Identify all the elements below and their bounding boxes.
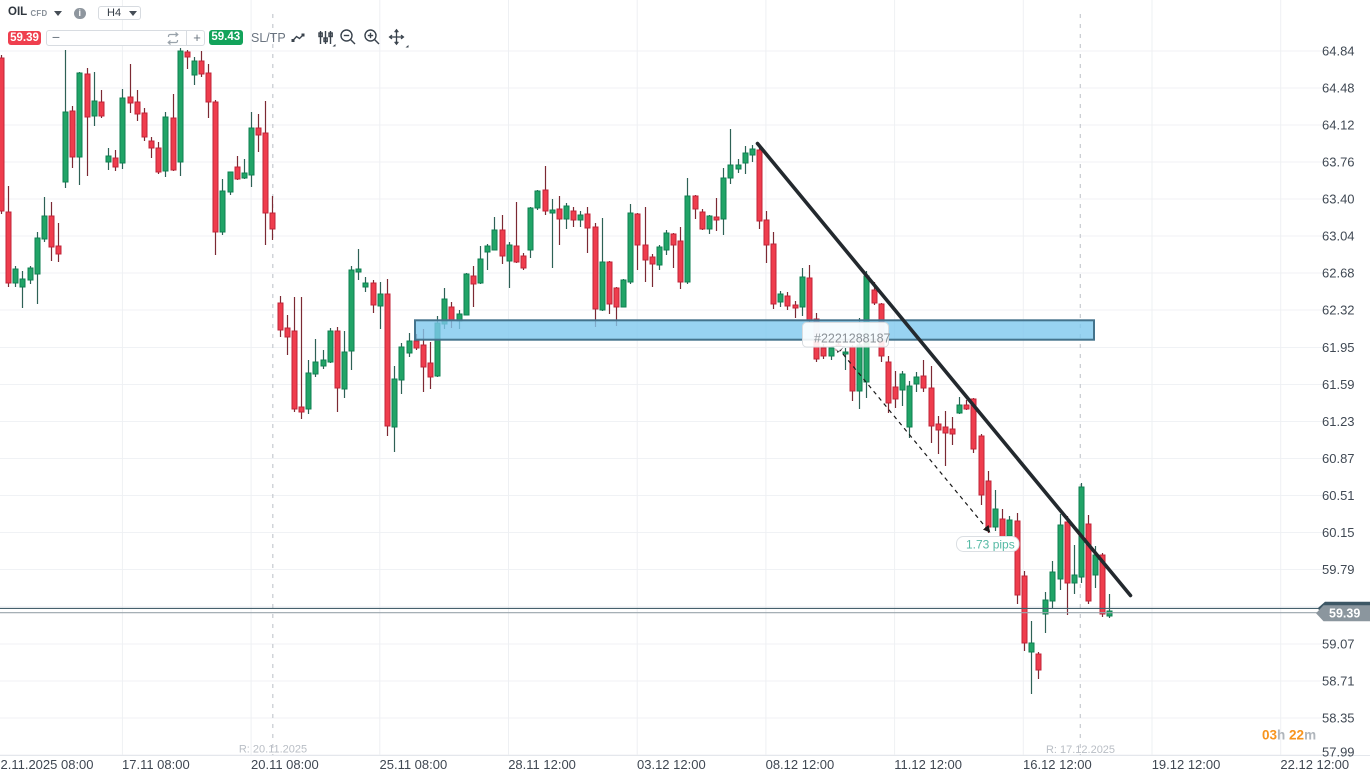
svg-text:60.87: 60.87: [1322, 451, 1355, 466]
svg-text:17.11 08:00: 17.11 08:00: [122, 757, 190, 772]
svg-text:28.11 12:00: 28.11 12:00: [508, 757, 576, 772]
svg-text:63.40: 63.40: [1322, 192, 1355, 207]
svg-text:64.12: 64.12: [1322, 118, 1355, 133]
svg-text:62.32: 62.32: [1322, 303, 1355, 318]
svg-text:57.99: 57.99: [1322, 745, 1355, 760]
svg-text:61.23: 61.23: [1322, 414, 1355, 429]
svg-text:59.07: 59.07: [1322, 637, 1355, 652]
svg-text:19.12 12:00: 19.12 12:00: [1152, 757, 1221, 772]
svg-text:58.35: 58.35: [1322, 711, 1355, 726]
svg-text:22.12 12:00: 22.12 12:00: [1280, 757, 1349, 772]
svg-text:#2221288187: #2221288187: [814, 332, 891, 346]
svg-text:62.68: 62.68: [1322, 266, 1355, 281]
svg-text:2.11.2025 08:00: 2.11.2025 08:00: [1, 757, 94, 772]
svg-text:61.95: 61.95: [1322, 340, 1355, 355]
svg-text:60.51: 60.51: [1322, 488, 1355, 503]
svg-text:R: 17.12.2025: R: 17.12.2025: [1046, 744, 1115, 756]
svg-text:20.11 08:00: 20.11 08:00: [251, 757, 319, 772]
svg-text:64.84: 64.84: [1322, 44, 1355, 59]
svg-text:64.48: 64.48: [1322, 81, 1355, 96]
svg-text:63.04: 63.04: [1322, 229, 1355, 244]
svg-text:03h 22m: 03h 22m: [1262, 728, 1316, 743]
svg-text:11.12 12:00: 11.12 12:00: [894, 757, 962, 772]
svg-text:03.12 12:00: 03.12 12:00: [637, 757, 706, 772]
svg-text:59.79: 59.79: [1322, 562, 1355, 577]
svg-text:25.11 08:00: 25.11 08:00: [380, 757, 448, 772]
svg-text:58.71: 58.71: [1322, 674, 1355, 689]
svg-text:61.59: 61.59: [1322, 377, 1355, 392]
svg-text:R: 20.11.2025: R: 20.11.2025: [239, 744, 307, 756]
svg-text:63.76: 63.76: [1322, 155, 1355, 170]
svg-text:60.15: 60.15: [1322, 525, 1355, 540]
svg-text:1.73 pips: 1.73 pips: [966, 538, 1015, 552]
svg-text:08.12 12:00: 08.12 12:00: [766, 757, 835, 772]
svg-text:16.12 12:00: 16.12 12:00: [1023, 757, 1092, 772]
svg-text:59.39: 59.39: [1329, 607, 1360, 621]
